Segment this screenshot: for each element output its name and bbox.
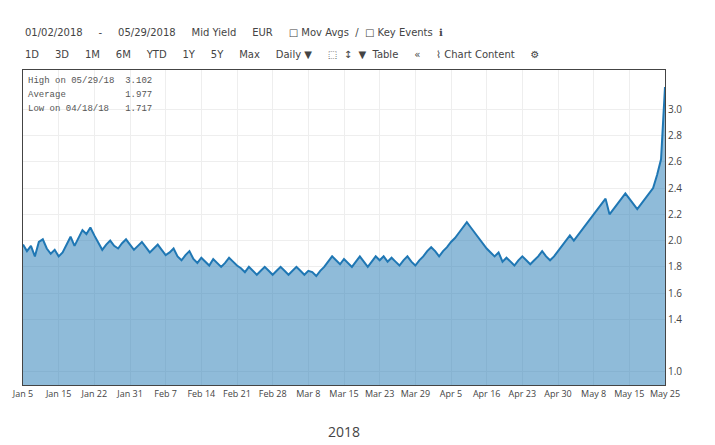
svg-text:Feb 21: Feb 21 <box>223 387 251 400</box>
svg-text:2.6: 2.6 <box>668 154 682 168</box>
svg-text:Jan 31: Jan 31 <box>116 387 143 400</box>
svg-text:Feb 7: Feb 7 <box>154 387 177 400</box>
svg-text:1.4: 1.4 <box>668 312 682 326</box>
svg-text:2018: 2018 <box>328 422 360 441</box>
svg-text:01/02/2018 - 05/29/201: 01/02/2018 - 05/29/2018 Mid Yield EUR □ … <box>25 27 443 38</box>
svg-text:Feb 14: Feb 14 <box>187 387 215 400</box>
svg-text:May 15: May 15 <box>614 387 644 400</box>
svg-text:Apr 16: Apr 16 <box>473 387 501 400</box>
svg-text:Jan 22: Jan 22 <box>81 387 108 400</box>
svg-text:Mar 15: Mar 15 <box>329 387 358 400</box>
svg-text:1.0: 1.0 <box>668 364 682 378</box>
svg-text:Apr 23: Apr 23 <box>509 387 537 400</box>
svg-text:3.0: 3.0 <box>668 102 682 116</box>
svg-text:2.8: 2.8 <box>668 128 682 142</box>
svg-text:2.4: 2.4 <box>668 181 682 195</box>
svg-text:Mar 23: Mar 23 <box>365 387 394 400</box>
svg-text:2.2: 2.2 <box>668 207 682 221</box>
svg-text:1.8: 1.8 <box>668 259 682 273</box>
svg-text:Mar 8: Mar 8 <box>296 387 320 400</box>
svg-text:Low on 04/18/18 1.717: Low on 04/18/18 1.717 <box>28 104 152 114</box>
svg-text:1.6: 1.6 <box>668 286 682 300</box>
svg-text:Average 1.977: Average 1.977 <box>28 90 152 100</box>
svg-text:1D 3D 1M 6M YT: 1D 3D 1M 6M YTD 1Y 5Y Max Daily ▼ ⬚ ↕ ▼ … <box>25 49 540 60</box>
svg-text:May 8: May 8 <box>581 387 606 400</box>
svg-text:Feb 28: Feb 28 <box>259 387 287 400</box>
svg-text:High on 05/29/18 3.102: High on 05/29/18 3.102 <box>28 76 152 86</box>
svg-text:Jan 5: Jan 5 <box>12 387 33 400</box>
svg-text:Apr 5: Apr 5 <box>440 387 462 400</box>
svg-text:2.0: 2.0 <box>668 233 682 247</box>
svg-text:Apr 30: Apr 30 <box>544 387 572 400</box>
svg-text:May 25: May 25 <box>650 387 680 400</box>
svg-text:Jan 15: Jan 15 <box>45 387 72 400</box>
svg-text:Mar 29: Mar 29 <box>401 387 430 400</box>
